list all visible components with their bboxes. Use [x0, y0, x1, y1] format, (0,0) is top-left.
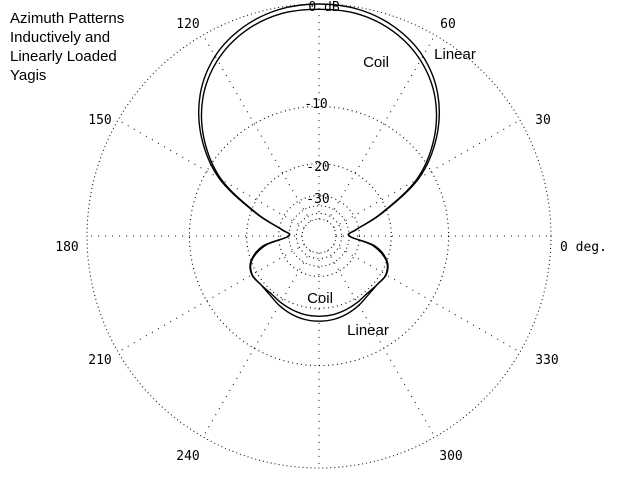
angle-label-330: 330	[535, 353, 558, 368]
polar-labels: 0 deg. 30 60 120 150 180 210 240 300 330 0 dB -10 -2…	[55, 0, 607, 464]
ring-label-minus20: -20	[306, 160, 329, 175]
grid-ring	[289, 206, 349, 266]
angle-label-210: 210	[88, 353, 111, 368]
series-label-coil-front: Coil	[363, 54, 389, 71]
polar-grid	[87, 4, 551, 468]
grid-ring	[189, 106, 448, 365]
angle-label-300: 300	[439, 449, 462, 464]
angle-label-120: 120	[176, 17, 199, 32]
grid-ring	[247, 164, 392, 309]
ring-label-0: 0 dB	[308, 0, 339, 15]
angle-label-150: 150	[88, 113, 111, 128]
grid-spoke	[118, 120, 304, 228]
grid-ring	[87, 4, 551, 468]
angle-label-60: 60	[440, 17, 456, 32]
grid-spoke	[327, 251, 435, 437]
grid-spoke	[334, 120, 520, 228]
grid-spoke	[203, 35, 311, 221]
series-label-linear-back: Linear	[347, 322, 389, 339]
angle-label-180: 180	[55, 240, 78, 255]
grid-ring	[279, 196, 360, 277]
ring-label-minus10: -10	[304, 97, 327, 112]
series-label-linear-front: Linear	[434, 46, 476, 63]
grid-ring	[296, 213, 341, 258]
series-label-coil-back: Coil	[307, 290, 333, 307]
grid-ring	[302, 219, 336, 253]
angle-label-240: 240	[176, 449, 199, 464]
grid-spoke	[203, 251, 311, 437]
angle-label-30: 30	[535, 113, 551, 128]
angle-label-0: 0 deg.	[560, 240, 607, 255]
ring-label-minus30: -30	[306, 192, 329, 207]
